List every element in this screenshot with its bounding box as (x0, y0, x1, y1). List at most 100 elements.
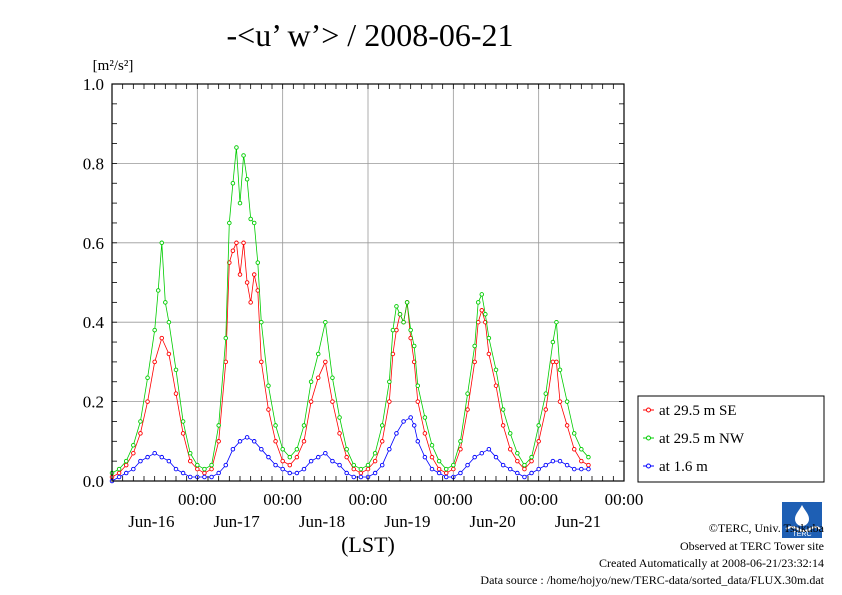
data-point (415, 439, 421, 444)
data-point (458, 470, 463, 476)
data-point (237, 200, 243, 206)
data-point (564, 423, 570, 428)
credit-source: Data source : /home/hojyo/new/TERC-data/… (480, 573, 824, 587)
data-point (315, 351, 321, 357)
data-point (372, 450, 378, 456)
data-point (195, 466, 200, 472)
legend-label: at 29.5 m NW (659, 431, 745, 447)
data-point (330, 399, 335, 404)
data-point (550, 359, 556, 365)
y-tick-label: 0.2 (83, 393, 104, 412)
data-point (579, 466, 584, 472)
data-point (131, 450, 136, 456)
data-point (387, 379, 392, 385)
data-point (429, 443, 435, 448)
data-point (571, 466, 577, 472)
x-time-label: 00:00 (263, 490, 302, 509)
data-point (408, 415, 413, 420)
data-point (123, 462, 129, 468)
data-point (273, 462, 278, 468)
data-point (280, 458, 285, 464)
data-point (337, 431, 342, 436)
data-point (187, 450, 193, 456)
data-point (187, 458, 193, 464)
data-point (429, 454, 435, 460)
data-point (294, 446, 300, 452)
data-point (152, 450, 157, 456)
data-point (294, 454, 300, 460)
data-point (436, 458, 442, 464)
data-point (344, 470, 349, 476)
data-point (202, 470, 207, 476)
data-point (308, 379, 314, 385)
data-point (557, 458, 563, 464)
data-point (227, 220, 232, 226)
data-point (323, 319, 328, 325)
data-point (223, 462, 229, 468)
data-point (337, 415, 342, 420)
x-date-label: Jun-18 (299, 512, 345, 531)
data-point (351, 474, 357, 480)
data-point (522, 462, 527, 468)
data-point (244, 177, 250, 182)
data-point (202, 474, 207, 480)
data-point (351, 462, 357, 468)
series-line (111, 241, 589, 478)
data-point (209, 462, 214, 468)
data-point (571, 446, 577, 452)
data-point (415, 383, 421, 388)
data-point (241, 153, 246, 158)
x-time-label: 00:00 (519, 490, 558, 509)
data-point (255, 260, 261, 265)
data-point (166, 458, 172, 464)
data-point (571, 431, 577, 436)
data-point (301, 423, 307, 428)
data-point (216, 423, 221, 428)
data-point (411, 423, 417, 428)
data-point (479, 292, 485, 297)
y-axis-unit: [m²/s²] (93, 58, 134, 74)
legend-marker (646, 407, 651, 413)
data-point (365, 466, 371, 472)
data-point (394, 327, 399, 333)
data-point (358, 474, 364, 480)
data-point (230, 248, 236, 253)
data-point (166, 319, 172, 325)
data-point (486, 446, 492, 452)
data-point (586, 462, 591, 468)
data-point (500, 423, 506, 428)
data-point (550, 339, 556, 345)
data-point (443, 470, 449, 476)
data-point (308, 458, 314, 464)
x-axis-label: (LST) (341, 532, 395, 557)
data-point (493, 367, 499, 373)
y-axis-ticks: 0.0 0.2 0.4 0.6 0.8 1.0 (83, 75, 624, 491)
data-point (472, 359, 477, 365)
data-point (116, 474, 122, 480)
data-point (323, 359, 328, 365)
data-point (422, 454, 428, 460)
data-point (138, 419, 143, 424)
data-point (443, 474, 449, 480)
data-point (234, 240, 239, 246)
data-point (379, 439, 385, 444)
data-point (259, 319, 264, 325)
data-point (451, 462, 456, 468)
data-point (180, 470, 186, 476)
x-time-label: 00:00 (434, 490, 473, 509)
data-point (315, 375, 321, 381)
data-point (515, 470, 520, 476)
x-date-label: Jun-19 (384, 512, 430, 531)
data-point (123, 470, 129, 476)
data-point (337, 462, 342, 468)
data-point (557, 399, 563, 404)
data-point (145, 375, 150, 381)
data-point (479, 308, 485, 313)
logo-text: TERC (792, 531, 811, 538)
data-point (287, 470, 293, 476)
data-point (301, 439, 307, 444)
data-point (394, 431, 399, 436)
data-point (266, 454, 271, 460)
data-point (543, 407, 549, 412)
data-point (486, 351, 492, 357)
